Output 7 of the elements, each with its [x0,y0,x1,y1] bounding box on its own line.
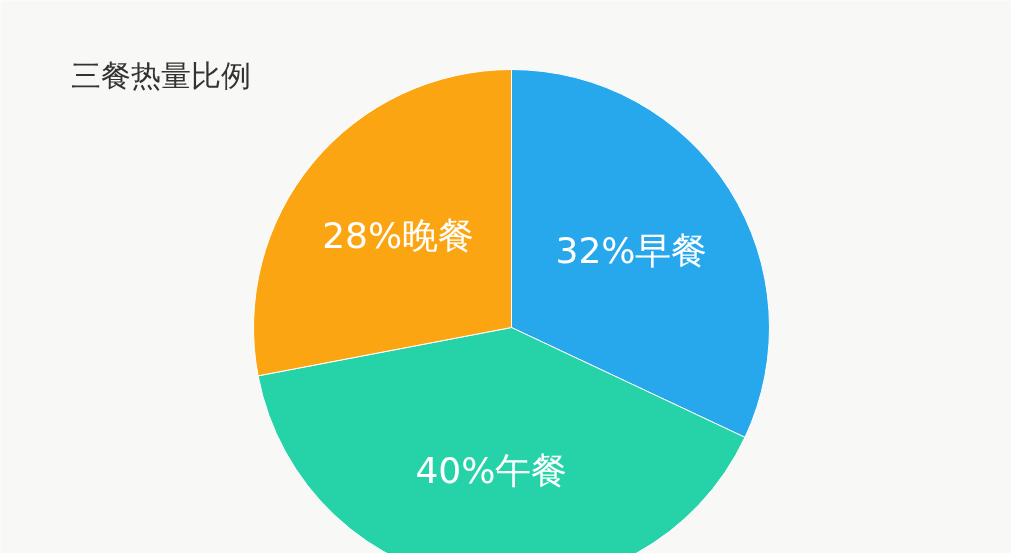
data-label: 40% [415,450,496,492]
chart-title: 三餐热量比例 [70,58,251,93]
data-label: 28% [322,214,403,256]
slice-label: 午餐 [495,450,568,492]
slice-label: 早餐 [635,229,708,271]
slice-label: 晚餐 [402,214,475,256]
data-label: 32% [555,229,636,271]
